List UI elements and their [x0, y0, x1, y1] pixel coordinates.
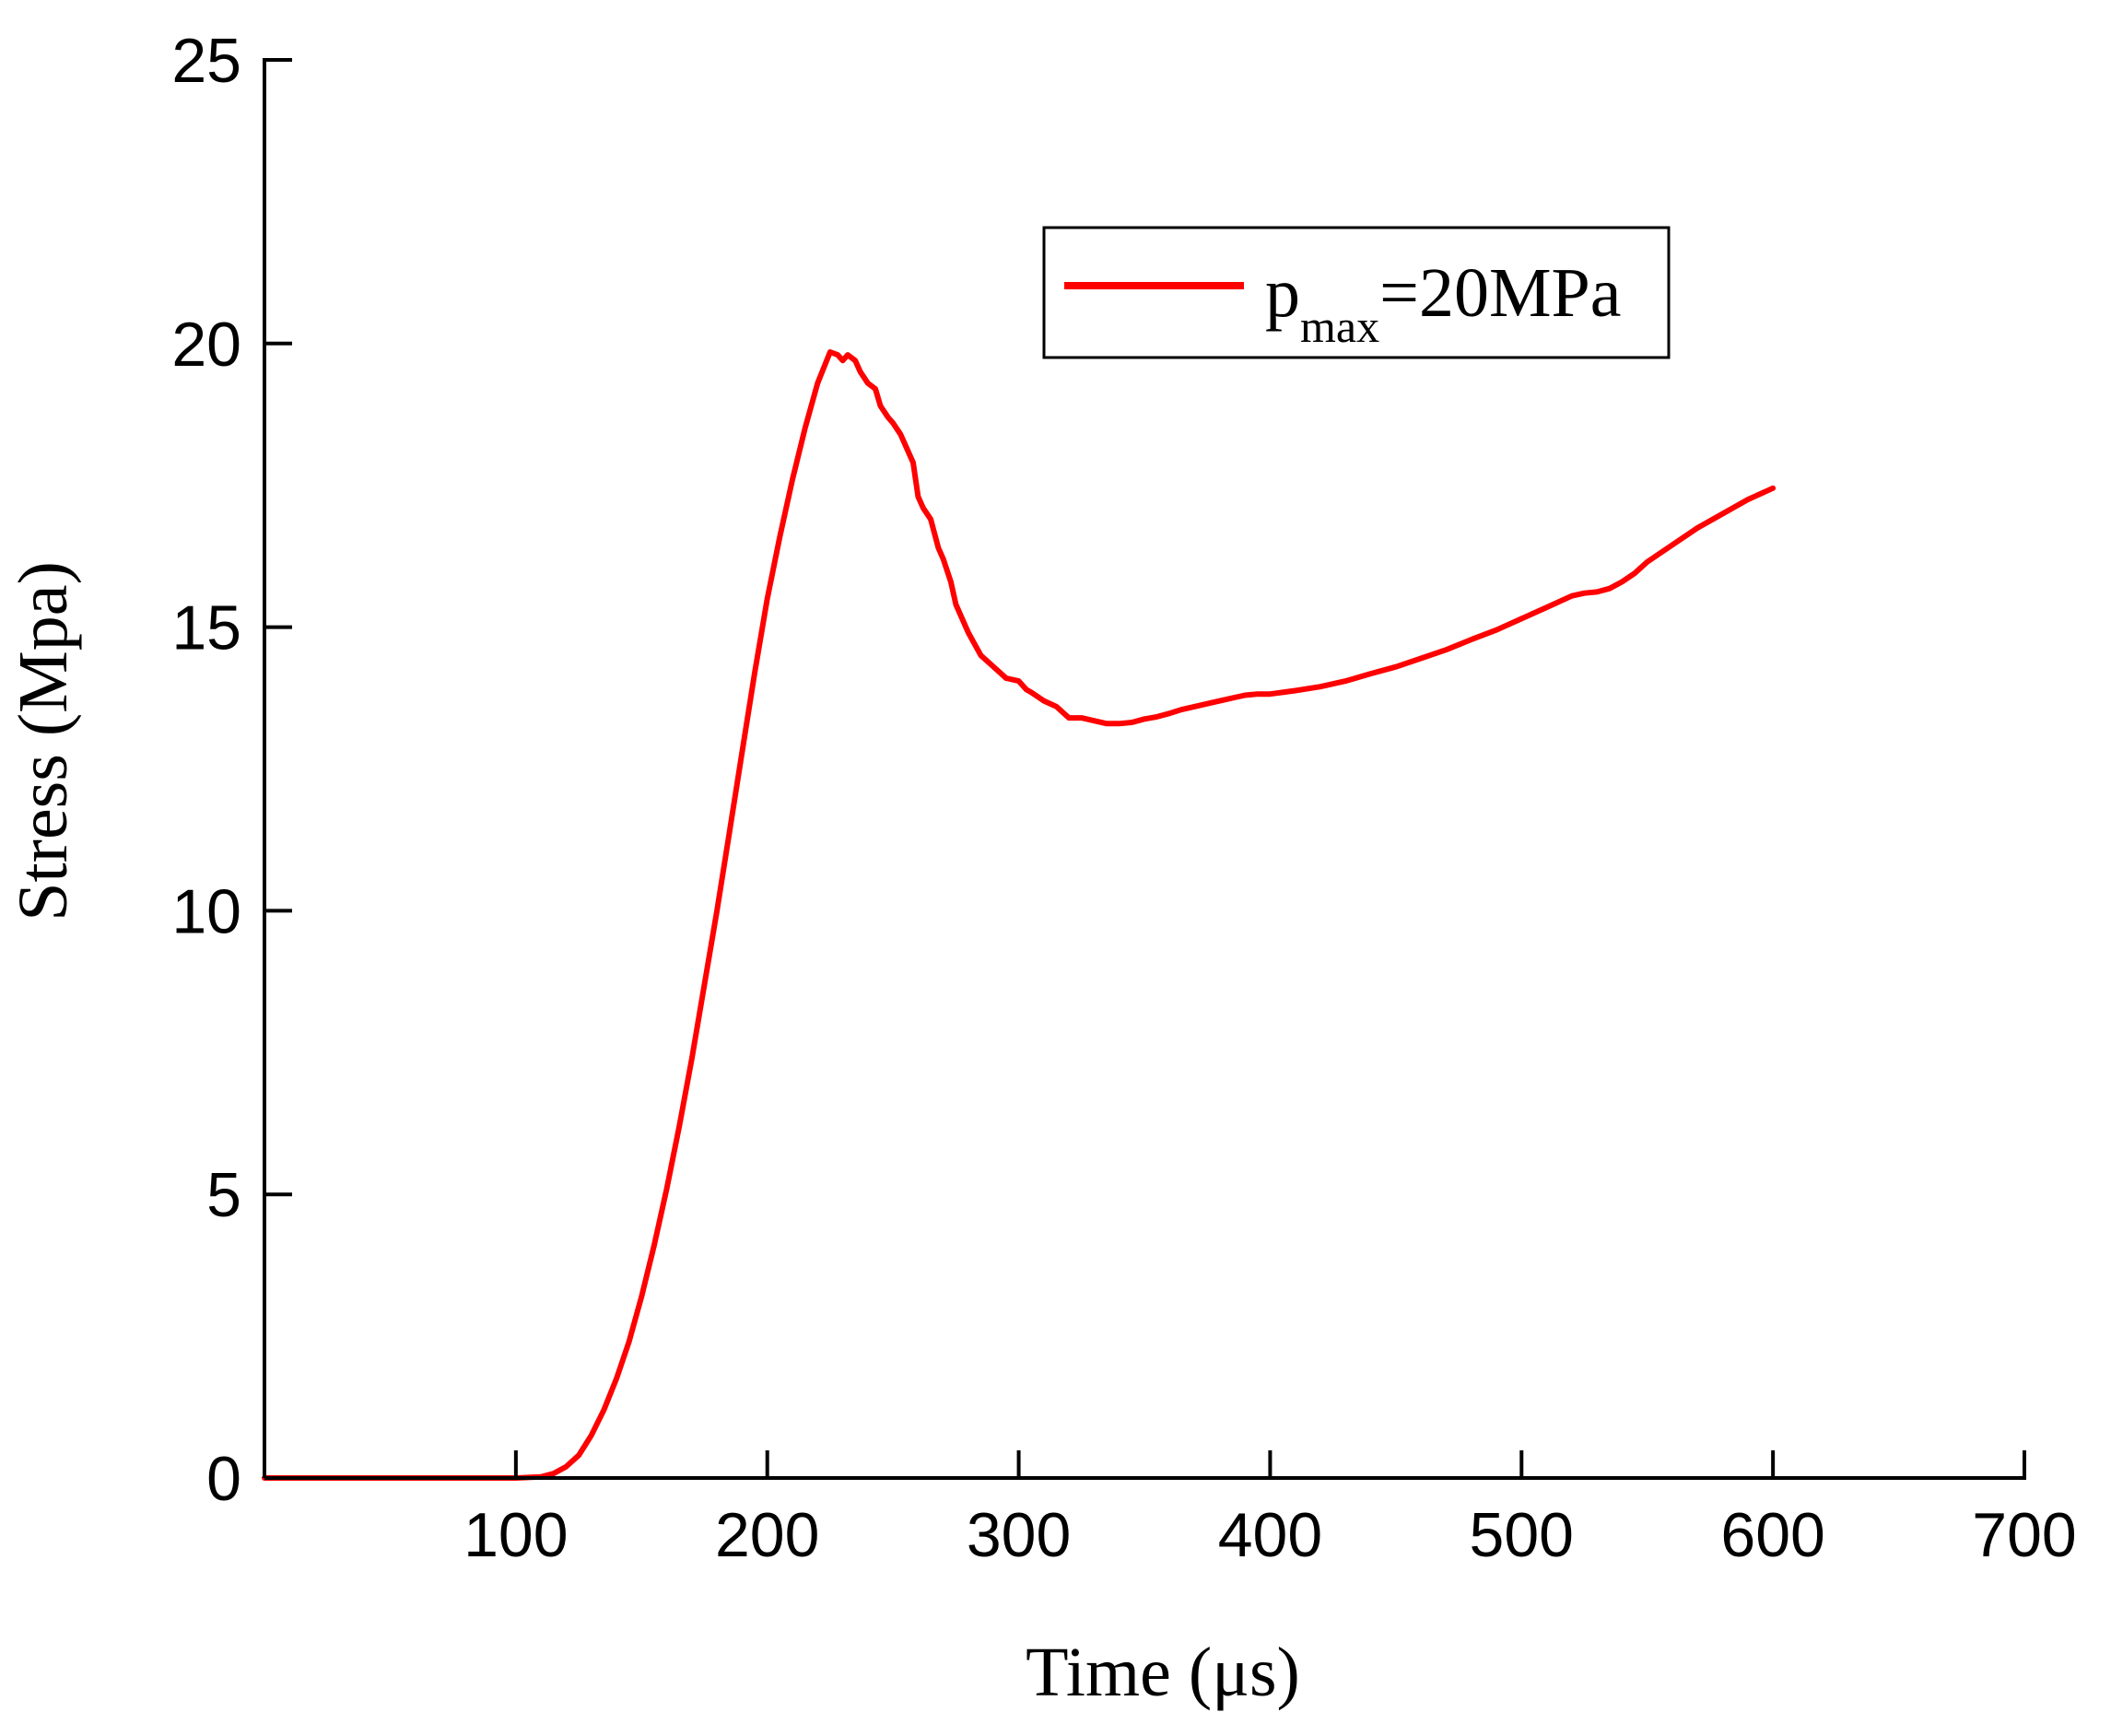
y-ticks: 0 5 10 15 20 25	[171, 26, 292, 1514]
x-tick-label: 300	[967, 1500, 1071, 1570]
y-axis-title: Stress (Mpa)	[5, 561, 82, 921]
legend-box	[1042, 226, 1671, 359]
legend-label-base: p	[1265, 254, 1300, 332]
x-tick-label: 400	[1218, 1500, 1322, 1570]
x-ticks: 100 200 300 400 500 600 700	[463, 1450, 2077, 1570]
legend-label-rest: =20MPa	[1379, 254, 1621, 332]
legend-label-subscript: max	[1300, 300, 1379, 352]
x-tick-label: 500	[1470, 1500, 1574, 1570]
x-axis-title: Time (μs)	[1026, 1634, 1300, 1711]
series-line	[262, 349, 1777, 1481]
x-tick-label: 200	[715, 1500, 819, 1570]
y-tick-label: 25	[171, 26, 241, 96]
y-tick-label: 20	[171, 310, 241, 380]
y-tick-label: 15	[171, 593, 241, 663]
axes	[263, 58, 2026, 1480]
plot-area	[262, 349, 1777, 1481]
legend-label: pmax=20MPa	[1265, 254, 1622, 352]
y-tick-label: 5	[206, 1160, 241, 1230]
x-tick-label: 100	[463, 1500, 568, 1570]
x-tick-label: 600	[1720, 1500, 1824, 1570]
y-tick-label: 10	[171, 876, 241, 946]
legend: pmax=20MPa	[1042, 226, 1671, 359]
y-tick-label: 0	[206, 1444, 241, 1514]
x-tick-label: 700	[1972, 1500, 2076, 1570]
